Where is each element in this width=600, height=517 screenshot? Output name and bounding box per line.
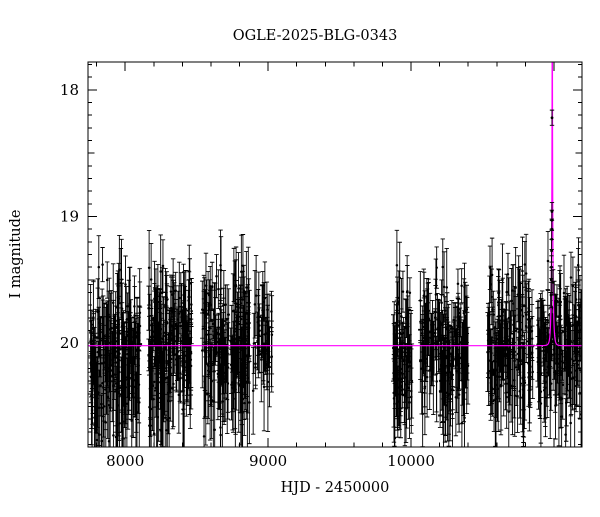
- season-errorbars: [535, 230, 582, 447]
- season-points: [535, 230, 582, 447]
- tick-labels: 8000 9000 10000 18 19 20: [60, 81, 435, 470]
- y-tick-label: 20: [60, 334, 79, 352]
- plot-area: 8000 9000 10000 18 19 20: [60, 61, 583, 470]
- season-errorbars: [418, 238, 471, 447]
- x-tick-label: 8000: [106, 452, 144, 470]
- event-points: [548, 109, 556, 309]
- season-points: [390, 229, 415, 447]
- season-errorbars: [485, 233, 535, 447]
- season-points: [250, 255, 275, 435]
- data-layer: [88, 62, 582, 447]
- y-tick-label: 19: [60, 208, 79, 226]
- y-axis-label: I magnitude: [8, 209, 24, 298]
- event-errorbars: [548, 109, 556, 309]
- season-points: [418, 238, 471, 447]
- x-axis-label: HJD - 2450000: [281, 480, 390, 496]
- season-errorbars: [250, 255, 275, 435]
- season-points: [146, 229, 194, 447]
- season-errorbars: [390, 229, 415, 447]
- season-errorbars: [88, 234, 143, 447]
- x-tick-label: 10000: [387, 452, 435, 470]
- chart-title: OGLE-2025-BLG-0343: [233, 28, 398, 44]
- season-errorbars: [200, 229, 252, 447]
- season-points: [485, 233, 535, 447]
- x-tick-label: 9000: [249, 452, 287, 470]
- plot-frame: [87, 61, 583, 448]
- season-points: [200, 229, 252, 447]
- season-errorbars: [146, 229, 194, 447]
- y-tick-label: 18: [60, 81, 79, 99]
